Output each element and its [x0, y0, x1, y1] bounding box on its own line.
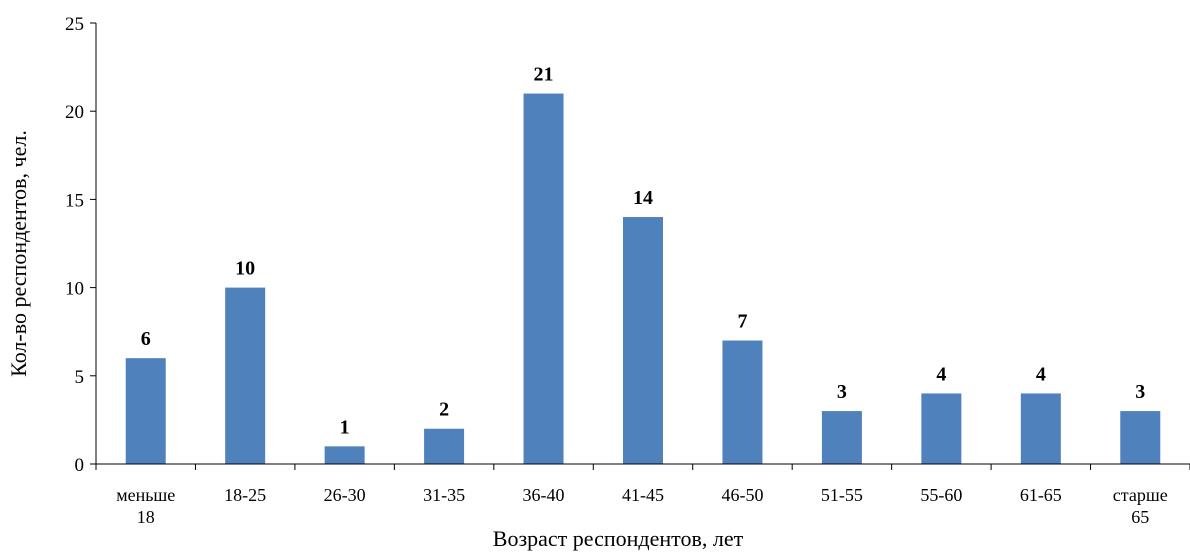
data-label: 4	[1036, 363, 1046, 385]
y-tick-label: 10	[65, 279, 84, 300]
category-label: 46-50	[721, 485, 763, 505]
data-label: 2	[439, 399, 449, 421]
y-tick-label: 15	[65, 190, 84, 211]
data-label: 3	[1135, 381, 1145, 403]
bar	[722, 340, 763, 464]
category-label: 51-55	[821, 485, 863, 505]
x-axis-title: Возраст респондентов, лет	[493, 526, 744, 551]
data-label: 4	[936, 363, 946, 385]
data-label: 3	[837, 381, 847, 403]
data-label: 14	[633, 187, 653, 209]
bar	[125, 358, 166, 464]
y-tick-label: 25	[65, 14, 84, 35]
category-label: 61-65	[1020, 485, 1062, 505]
y-axis-title: Кол-во респондентов, чел.	[6, 130, 31, 377]
bar	[523, 93, 564, 464]
y-axis-ticks: 0 5 10 15 20 25	[65, 14, 1190, 476]
data-label: 10	[235, 258, 255, 280]
bars	[125, 93, 1161, 464]
bar	[225, 287, 266, 464]
bar	[1120, 411, 1161, 464]
data-labels: 6 10 1 2 21 14 7 3 4 4 3	[141, 64, 1146, 439]
category-label: 41-45	[622, 485, 664, 505]
bar	[1020, 393, 1061, 464]
category-label: 31-35	[423, 485, 465, 505]
category-label: 18-25	[224, 485, 266, 505]
category-label: меньше 18	[116, 485, 175, 527]
x-axis-categories: меньше 18 18-25 26-30 31-35 36-40 41-45 46-50 51…	[116, 485, 1168, 527]
data-label: 21	[534, 64, 554, 86]
data-label: 6	[141, 328, 151, 350]
bar	[821, 411, 862, 464]
data-label: 1	[340, 416, 350, 438]
category-label: 26-30	[324, 485, 366, 505]
bar	[324, 446, 365, 464]
bar	[921, 393, 962, 464]
bar	[623, 217, 663, 464]
y-tick-label: 0	[75, 455, 85, 476]
category-label: старше 65	[1113, 485, 1168, 527]
y-tick-label: 5	[75, 367, 85, 388]
category-label: 55-60	[920, 485, 962, 505]
bar	[424, 428, 465, 464]
category-label: 36-40	[523, 485, 565, 505]
y-tick-label: 20	[65, 102, 84, 123]
data-label: 7	[737, 311, 747, 333]
